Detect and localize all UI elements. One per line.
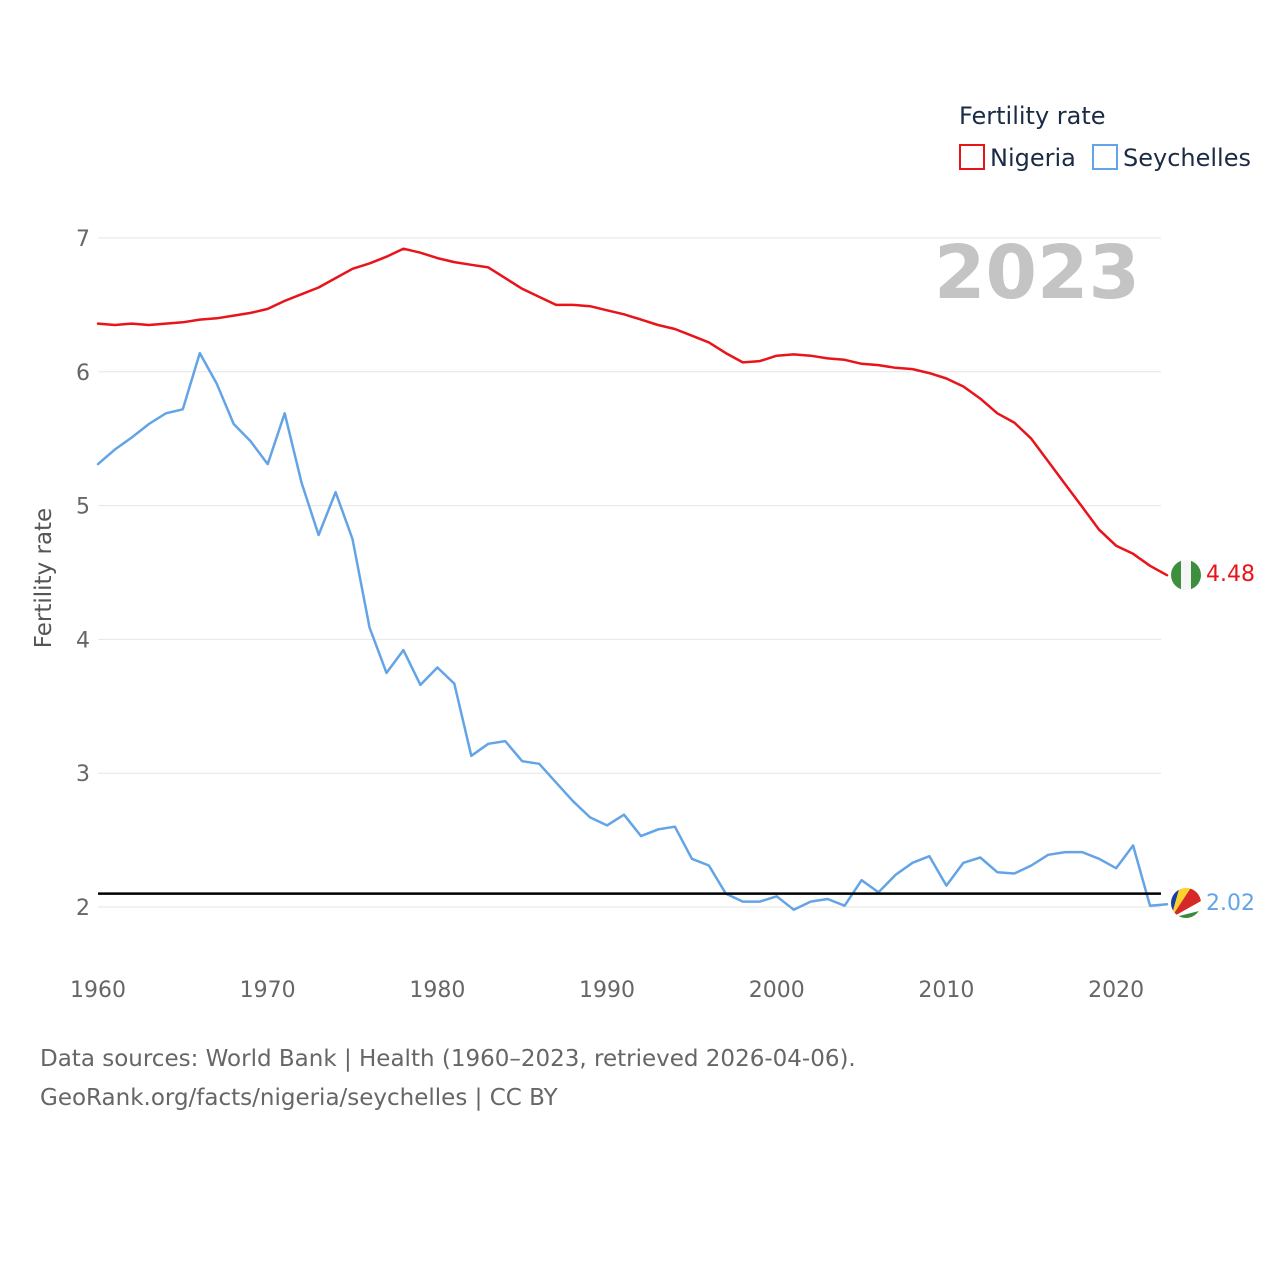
seychelles-flag-icon [1171, 888, 1201, 918]
y-axis-title: Fertility rate [31, 508, 57, 648]
end-label-seychelles: 2.02 [1206, 891, 1255, 916]
nigeria-flag-icon [1171, 560, 1201, 590]
legend-item-nigeria[interactable]: Nigeria [959, 144, 1076, 172]
x-tick-label: 2020 [1088, 978, 1144, 1003]
x-tick-label: 2010 [918, 978, 974, 1003]
y-axis-ticks: 2 3 4 5 6 7 [76, 227, 90, 921]
year-watermark: 2023 [934, 230, 1140, 316]
x-tick-label: 1980 [409, 978, 465, 1003]
series-layer [96, 247, 1169, 911]
legend-swatch-nigeria [959, 144, 985, 170]
x-axis-ticks: 1960 1970 1980 1990 2000 2010 2020 [70, 978, 1144, 1003]
y-tick-label: 6 [76, 361, 90, 386]
x-tick-label: 2000 [749, 978, 805, 1003]
legend-item-seychelles[interactable]: Seychelles [1092, 144, 1251, 172]
y-tick-label: 3 [76, 762, 90, 787]
gridlines [98, 237, 1161, 908]
x-tick-label: 1960 [70, 978, 126, 1003]
legend-label-nigeria: Nigeria [990, 144, 1076, 172]
legend: Fertility rate Nigeria Seychelles [959, 102, 1251, 172]
x-tick-label: 1970 [240, 978, 296, 1003]
legend-label-seychelles: Seychelles [1123, 144, 1251, 172]
footer-credit-link[interactable]: GeoRank.org/facts/nigeria/seychelles | C… [40, 1085, 558, 1111]
end-label-nigeria: 4.48 [1206, 562, 1255, 587]
y-tick-label: 7 [76, 227, 90, 252]
y-tick-label: 4 [76, 628, 90, 653]
series-line-nigeria[interactable] [96, 247, 1169, 577]
legend-swatch-seychelles [1092, 144, 1118, 170]
y-tick-label: 2 [76, 896, 90, 921]
legend-title: Fertility rate [959, 102, 1106, 130]
x-tick-label: 1990 [579, 978, 635, 1003]
footer-source: Data sources: World Bank | Health (1960–… [40, 1046, 856, 1072]
series-line-seychelles[interactable] [96, 351, 1169, 911]
y-tick-label: 5 [76, 495, 90, 520]
